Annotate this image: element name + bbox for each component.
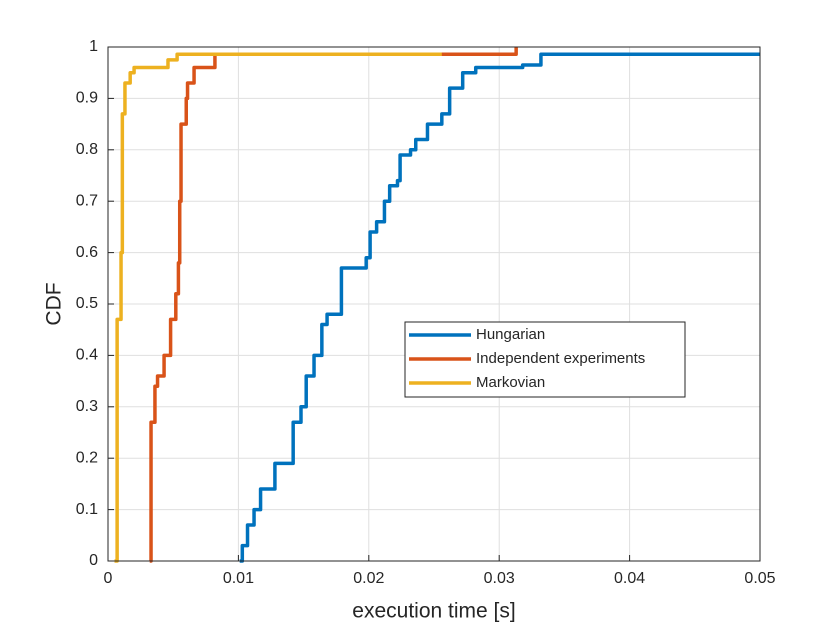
data-line [114,52,442,563]
x-tick-label: 0.05 [744,570,775,587]
axes-box [107,46,761,562]
y-tick-label: 0.9 [76,90,98,107]
y-tick-label: 0.4 [76,347,98,364]
legend-label: Hungarian [476,326,545,343]
y-tick-label: 1 [89,38,98,55]
legend-label: Independent experiments [476,350,645,367]
y-tick-label: 0.5 [76,295,98,312]
x-tick-label: 0.03 [484,570,515,587]
y-tick-label: 0.2 [76,449,98,466]
y-tick-label: 0.7 [76,192,98,209]
legend-label: Markovian [476,374,545,391]
x-tick-label: 0.01 [223,570,254,587]
y-axis-label: CDF [43,282,66,325]
x-tick-label: 0.02 [353,570,384,587]
y-tick-label: 0.8 [76,141,98,158]
y-tick-label: 0.1 [76,501,98,518]
data-line [149,47,518,563]
x-tick-label: 0.04 [614,570,645,587]
x-tick-label: 0 [104,570,113,587]
x-axis-label: execution time [s] [352,600,515,623]
y-tick-label: 0.3 [76,398,98,415]
y-tick-label: 0 [89,552,98,569]
y-tick-label: 0.6 [76,244,98,261]
legend: Hungarian Independent experiments Markovia… [404,321,686,398]
data-line [239,52,760,563]
